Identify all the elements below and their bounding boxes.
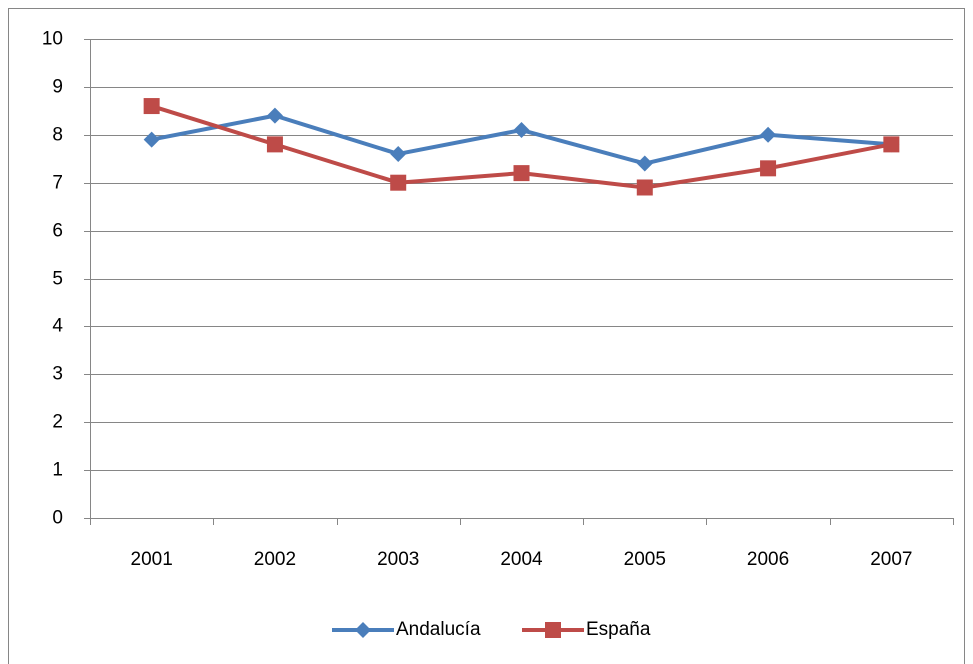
y-tick-label: 8 xyxy=(52,125,63,146)
y-tick-label: 4 xyxy=(52,316,63,337)
x-tick-label: 2006 xyxy=(747,549,789,570)
marker xyxy=(143,131,160,148)
chart-border xyxy=(8,8,965,664)
y-tick-label: 5 xyxy=(52,269,63,290)
marker xyxy=(390,174,407,191)
y-tick-label: 1 xyxy=(52,460,63,481)
legend-label: Andalucía xyxy=(396,619,481,640)
marker xyxy=(355,622,371,638)
marker xyxy=(545,622,561,638)
y-tick-label: 9 xyxy=(52,77,63,98)
marker xyxy=(513,122,530,139)
x-tick-label: 2003 xyxy=(377,549,419,570)
marker xyxy=(513,165,530,182)
x-tick-label: 2001 xyxy=(131,549,173,570)
marker xyxy=(266,136,283,153)
marker xyxy=(760,160,777,177)
y-tick-label: 7 xyxy=(52,173,63,194)
marker xyxy=(143,98,160,115)
x-tick-label: 2002 xyxy=(254,549,296,570)
legend-label: España xyxy=(586,619,651,640)
marker xyxy=(266,107,283,124)
marker xyxy=(636,155,653,172)
y-tick-label: 2 xyxy=(52,412,63,433)
marker xyxy=(760,126,777,143)
y-tick-label: 10 xyxy=(42,29,63,50)
marker xyxy=(883,136,900,153)
x-tick-label: 2005 xyxy=(624,549,666,570)
y-tick-label: 0 xyxy=(52,508,63,529)
x-tick-label: 2004 xyxy=(500,549,543,570)
marker xyxy=(390,145,407,162)
y-tick-label: 6 xyxy=(52,221,63,242)
y-tick-label: 3 xyxy=(52,364,63,385)
x-tick-label: 2007 xyxy=(870,549,912,570)
marker xyxy=(636,179,653,196)
